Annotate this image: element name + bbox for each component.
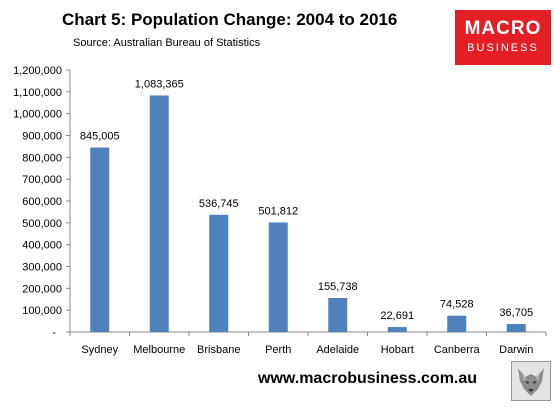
- y-tick-label: 1,200,000: [13, 65, 62, 77]
- data-labels: 845,005 1,083,365 536,745 501,812 155,738 22,…: [80, 78, 533, 322]
- logo-line-1: MACRO: [464, 18, 542, 39]
- data-label-hobart: 22,691: [380, 310, 414, 322]
- bar-canberra[interactable]: [447, 315, 467, 332]
- data-label-perth: 501,812: [258, 205, 298, 217]
- y-tick-label: 700,000: [22, 174, 62, 186]
- bar-darwin[interactable]: [506, 323, 526, 332]
- logo-line-2: BUSINESS: [467, 42, 539, 54]
- bar-perth[interactable]: [268, 222, 288, 332]
- x-tick-label-sydney: Sydney: [81, 344, 118, 356]
- y-tick-label: 600,000: [22, 196, 62, 208]
- data-label-sydney: 845,005: [80, 131, 120, 143]
- y-tick-label: 100,000: [22, 305, 62, 317]
- y-tick-label: 1,000,000: [13, 109, 62, 121]
- bar-sydney[interactable]: [90, 147, 110, 332]
- y-tick-label: -: [52, 327, 56, 339]
- data-label-melbourne: 1,083,365: [135, 78, 184, 90]
- data-label-adelaide: 155,738: [318, 281, 358, 293]
- x-axis: Sydney Melbourne Brisbane Perth Adelaide Hoba…: [69, 331, 547, 356]
- x-tick-label-adelaide: Adelaide: [316, 344, 359, 356]
- y-tick-label: 200,000: [22, 283, 62, 295]
- data-label-darwin: 36,705: [499, 307, 533, 319]
- y-tick-label: 800,000: [22, 152, 62, 164]
- y-tick-label: 900,000: [22, 131, 62, 143]
- footer-url[interactable]: www.macrobusiness.com.au: [258, 370, 478, 387]
- y-tick-label: 500,000: [22, 218, 62, 230]
- x-tick-label-melbourne: Melbourne: [133, 344, 185, 356]
- wolf-logo-icon: [511, 361, 551, 401]
- macrobusiness-logo[interactable]: MACRO BUSINESS: [455, 10, 551, 65]
- bar-series: [90, 95, 526, 333]
- y-axis: - 100,000 200,000 300,000 400,000 500,000 600,…: [13, 65, 71, 339]
- bar-adelaide[interactable]: [328, 297, 348, 332]
- data-label-brisbane: 536,745: [199, 198, 239, 210]
- x-tick-label-brisbane: Brisbane: [197, 344, 240, 356]
- x-tick-label-darwin: Darwin: [499, 344, 533, 356]
- y-tick-label: 1,100,000: [13, 87, 62, 99]
- bar-melbourne[interactable]: [149, 95, 169, 333]
- chart-title: Chart 5: Population Change: 2004 to 2016: [62, 10, 398, 29]
- y-tick-label: 300,000: [22, 262, 62, 274]
- y-tick-label: 400,000: [22, 240, 62, 252]
- x-tick-label-perth: Perth: [265, 344, 291, 356]
- bar-brisbane[interactable]: [209, 214, 229, 332]
- data-label-canberra: 74,528: [440, 299, 474, 311]
- chart-source: Source: Australian Bureau of Statistics: [73, 37, 261, 49]
- x-tick-label-hobart: Hobart: [381, 344, 414, 356]
- bar-hobart[interactable]: [387, 327, 407, 332]
- x-tick-label-canberra: Canberra: [434, 344, 481, 356]
